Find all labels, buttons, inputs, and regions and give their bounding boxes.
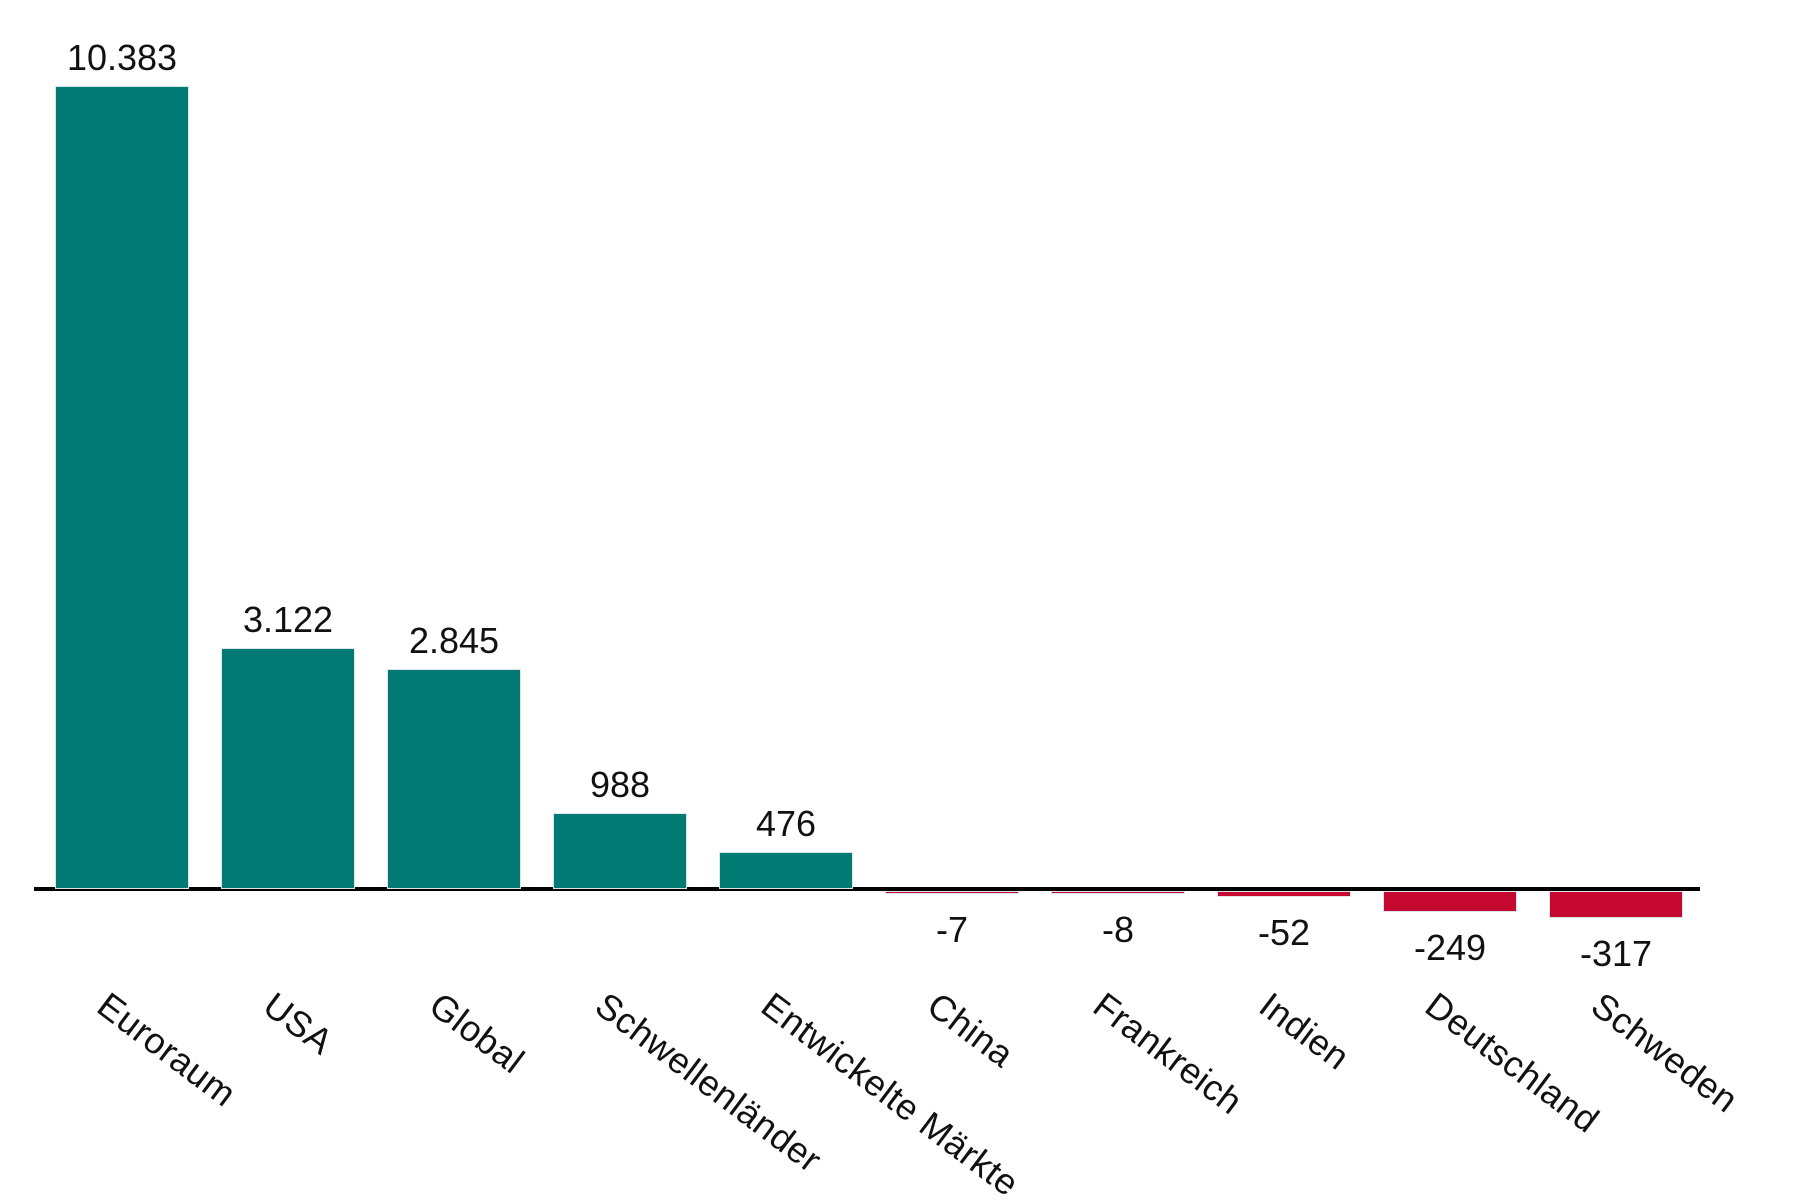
bar-global: [387, 669, 521, 889]
category-label: Indien: [1251, 984, 1358, 1078]
category-label: Euroraum: [89, 984, 245, 1115]
value-label: -317: [1579, 933, 1653, 974]
value-label: 10.383: [66, 37, 178, 78]
category-label: Frankreich: [1085, 984, 1251, 1123]
value-label: -52: [1257, 912, 1311, 953]
value-label: -249: [1413, 927, 1487, 968]
category-label: Schweden: [1583, 984, 1747, 1121]
value-label: 3.122: [242, 599, 334, 640]
x-axis-line: [34, 887, 1700, 891]
bar-usa: [221, 648, 355, 889]
bar-indien: [1217, 891, 1351, 897]
value-label: 476: [755, 803, 817, 844]
bar-schweden: [1549, 891, 1683, 918]
value-label: -8: [1101, 909, 1134, 950]
category-label: China: [919, 984, 1022, 1076]
bar-deutschland: [1383, 891, 1517, 912]
value-label: 2.845: [408, 620, 500, 661]
bar-euroraum: [55, 86, 189, 889]
value-label: 988: [589, 764, 651, 805]
bar-china: [885, 891, 1019, 894]
category-label: USA: [255, 984, 341, 1063]
bar-schwellenl-nder: [553, 813, 687, 889]
category-label: Global: [421, 984, 533, 1082]
category-label: Deutschland: [1417, 984, 1607, 1141]
value-label: -7: [935, 909, 968, 950]
bar-frankreich: [1051, 891, 1185, 894]
bar-entwickelte-m-rkte: [719, 852, 853, 889]
